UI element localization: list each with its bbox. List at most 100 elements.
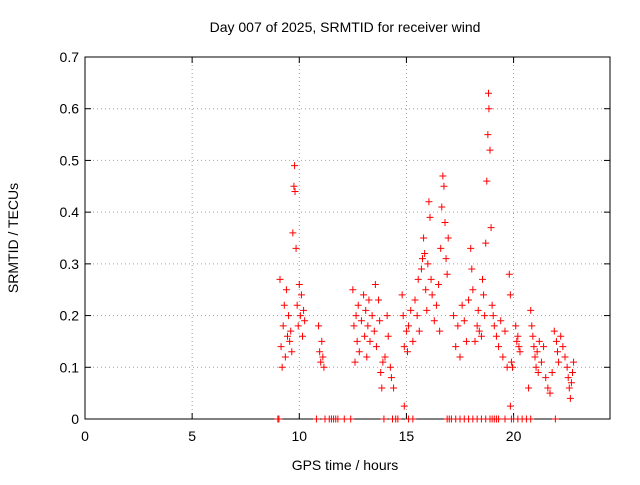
data-point-marker <box>296 312 304 320</box>
data-point-marker <box>285 312 293 320</box>
data-point-marker <box>492 332 500 340</box>
y-tick-label: 0.6 <box>60 101 80 117</box>
data-point-marker <box>438 203 446 211</box>
data-point-marker <box>551 415 559 423</box>
data-point-marker <box>417 265 425 273</box>
chart-title: Day 007 of 2025, SRMTID for receiver win… <box>210 19 481 35</box>
data-point-marker <box>295 281 303 289</box>
data-point-marker <box>474 306 482 314</box>
data-point-marker <box>424 260 432 268</box>
data-point-marker <box>414 275 422 283</box>
data-point-marker <box>482 239 490 247</box>
data-point-marker <box>357 317 365 325</box>
data-point-marker <box>362 306 370 314</box>
data-point-marker <box>506 402 514 410</box>
data-point-marker <box>495 343 503 351</box>
data-point-marker <box>354 301 362 309</box>
grid-lines <box>85 57 610 419</box>
data-point-marker <box>501 415 509 423</box>
data-point-marker <box>479 275 486 283</box>
data-point-marker <box>426 213 434 221</box>
data-point-marker <box>419 255 426 263</box>
plot-area-border <box>84 56 611 420</box>
data-point-marker <box>379 358 387 366</box>
data-point-marker <box>281 353 289 361</box>
data-point-marker <box>386 363 394 371</box>
data-point-marker <box>485 105 493 113</box>
data-point-marker <box>566 394 574 402</box>
data-point-marker <box>452 343 460 351</box>
data-markers <box>274 89 578 423</box>
data-point-marker <box>565 384 573 392</box>
data-point-marker <box>505 270 513 278</box>
data-point-marker <box>462 337 470 345</box>
data-point-marker <box>415 327 423 335</box>
data-point-marker <box>559 343 567 351</box>
data-point-marker <box>400 402 408 410</box>
data-point-marker <box>525 384 533 392</box>
data-point-marker <box>334 415 342 423</box>
data-point-marker <box>300 306 308 314</box>
data-point-marker <box>316 348 324 356</box>
data-point-marker <box>527 306 535 314</box>
data-point-marker <box>378 384 386 392</box>
data-point-marker <box>569 368 576 376</box>
data-point-marker <box>399 312 407 320</box>
data-point-marker <box>363 353 371 361</box>
data-point-marker <box>288 348 296 356</box>
data-point-marker <box>286 337 294 345</box>
data-point-marker <box>550 327 558 335</box>
data-point-marker <box>561 353 569 361</box>
data-point-marker <box>291 162 299 170</box>
data-point-marker <box>315 322 323 330</box>
data-point-marker <box>420 234 428 242</box>
axis-ticks: 0 0.1 0.2 0.3 0.4 0.5 0.6 0.7 0 5 10 15 20 <box>60 49 610 444</box>
data-point-marker <box>297 291 305 299</box>
x-axis-label: GPS time / hours <box>292 457 399 473</box>
data-point-marker <box>293 301 301 309</box>
data-point-marker <box>514 332 522 340</box>
data-point-marker <box>299 332 306 340</box>
data-point-marker <box>469 286 477 294</box>
data-point-marker <box>278 363 286 371</box>
data-point-marker <box>370 327 378 335</box>
data-point-marker <box>383 312 391 320</box>
data-point-marker <box>495 415 503 423</box>
data-point-marker <box>428 291 436 299</box>
x-tick-label: 20 <box>506 428 522 444</box>
data-point-marker <box>368 312 376 320</box>
data-point-marker <box>485 89 492 97</box>
data-point-marker <box>398 291 406 299</box>
data-point-marker <box>456 353 464 361</box>
data-point-marker <box>532 363 540 371</box>
y-tick-label: 0.7 <box>60 49 80 65</box>
data-point-marker <box>501 327 509 335</box>
data-point-marker <box>280 301 288 309</box>
data-point-marker <box>355 348 363 356</box>
data-point-marker <box>531 353 539 361</box>
data-point-marker <box>411 296 419 304</box>
data-point-marker <box>340 415 348 423</box>
data-point-marker <box>542 374 550 382</box>
y-tick-label: 0.1 <box>60 359 80 375</box>
data-point-marker <box>506 291 514 299</box>
data-point-marker <box>513 337 521 345</box>
data-point-marker <box>563 363 571 371</box>
data-point-marker <box>409 415 417 423</box>
y-tick-label: 0.3 <box>60 256 80 272</box>
data-point-marker <box>423 306 431 314</box>
data-point-marker <box>349 286 357 294</box>
data-point-marker <box>481 312 489 320</box>
data-point-marker <box>291 187 299 195</box>
data-point-marker <box>441 218 449 226</box>
data-point-marker <box>465 296 473 304</box>
y-tick-label: 0.5 <box>60 152 80 168</box>
data-point-marker <box>376 317 384 325</box>
data-point-marker <box>351 358 359 366</box>
data-point-marker <box>276 275 284 283</box>
data-point-marker <box>460 317 468 325</box>
data-point-marker <box>527 415 535 423</box>
data-point-marker <box>534 368 542 376</box>
data-point-marker <box>548 368 556 376</box>
data-point-marker <box>353 337 361 345</box>
